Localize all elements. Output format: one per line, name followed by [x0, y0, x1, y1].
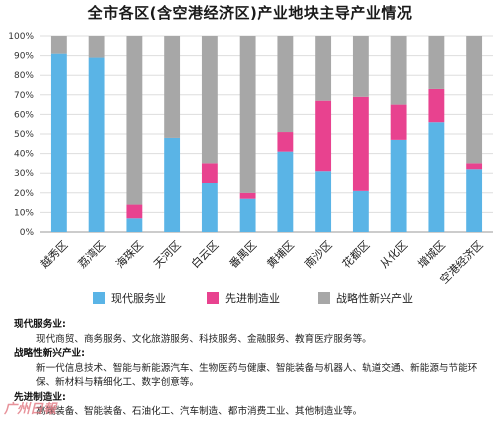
note-body: 高端装备、智能装备、石油化工、汽车制造、都市消费工业、其他制造业等。	[36, 406, 363, 417]
note-heading: 先进制造业:	[14, 391, 66, 403]
bar-segment-emerging	[352, 36, 369, 97]
bar-segment-emerging	[164, 36, 181, 138]
note-heading: 战略性新兴产业:	[14, 348, 85, 359]
industry-notes: 现代服务业: 现代商贸、商务服务、文化旅游服务、科技服务、金融服务、教育医疗服务…	[14, 318, 492, 420]
bar-segment-emerging	[126, 36, 143, 205]
bar-segment-emerging	[428, 36, 445, 89]
y-tick-label: 10%	[14, 208, 34, 218]
bar-segment-modern-service	[126, 218, 143, 232]
bar-segment-emerging	[315, 36, 332, 101]
bar-segment-emerging	[466, 36, 483, 164]
bar-segment-emerging	[50, 36, 67, 54]
legend-swatch	[207, 292, 219, 304]
note-modern-service: 现代服务业: 现代商贸、商务服务、文化旅游服务、科技服务、金融服务、教育医疗服务…	[14, 318, 492, 347]
x-tick-label: 花都区	[340, 238, 373, 271]
x-tick-label: 南沙区	[302, 238, 335, 271]
note-advanced-manufacturing: 先进制造业: 高端装备、智能装备、石油化工、汽车制造、都市消费工业、其他制造业等…	[14, 391, 492, 420]
bar-segment-advanced-manufacturing	[352, 96, 369, 191]
x-tick-label: 增城区	[415, 238, 448, 271]
note-body: 新一代信息技术、智能与新能源汽车、生物医药与健康、智能装备与机器人、轨道交通、新…	[36, 362, 478, 389]
bar-segment-advanced-manufacturing	[390, 104, 407, 140]
bar-segment-modern-service	[428, 122, 445, 232]
legend-swatch	[93, 292, 105, 304]
bar-segment-modern-service	[88, 57, 105, 233]
x-tick-label: 白云区	[188, 238, 221, 271]
y-tick-label: 80%	[14, 71, 34, 81]
y-tick-label: 60%	[14, 110, 34, 120]
legend-swatch	[318, 292, 330, 304]
y-tick-label: 40%	[14, 150, 34, 160]
y-tick-label: 30%	[14, 169, 34, 179]
y-tick-label: 70%	[14, 91, 34, 101]
x-tick-label: 番禺区	[227, 238, 260, 271]
bar-segment-emerging	[390, 36, 407, 105]
x-tick-label: 从化区	[377, 238, 410, 271]
bar-segment-modern-service	[277, 151, 294, 232]
y-tick-label: 90%	[14, 52, 34, 62]
x-tick-label: 越秀区	[37, 238, 70, 271]
bar-segment-modern-service	[164, 137, 181, 232]
bar-segment-advanced-manufacturing	[201, 163, 218, 183]
stacked-bar-chart: 0% 10% 20% 30% 40% 50% 60% 70% 80% 90% 100% 越秀区 荔湾区海…	[8, 32, 493, 305]
bar-segment-advanced-manufacturing	[239, 192, 256, 199]
bar-segment-advanced-manufacturing	[277, 132, 294, 152]
bar-segment-emerging	[88, 36, 105, 58]
y-tick-label: 20%	[14, 189, 34, 199]
note-emerging-industry: 战略性新兴产业: 新一代信息技术、智能与新能源汽车、生物医药与健康、智能装备与机…	[14, 347, 492, 391]
x-tick-label: 荔湾区	[75, 238, 108, 271]
y-tick-label: 50%	[14, 130, 34, 140]
bar-segment-modern-service	[466, 169, 483, 232]
bar-segment-advanced-manufacturing	[428, 88, 445, 123]
note-heading: 现代服务业:	[14, 319, 66, 330]
bar-segment-modern-service	[201, 183, 218, 232]
legend-label: 现代服务业	[111, 292, 166, 305]
bar-segment-emerging	[277, 36, 294, 133]
bar-segment-advanced-manufacturing	[126, 204, 143, 219]
x-tick-label: 天河区	[151, 238, 184, 271]
bar-segment-modern-service	[352, 190, 369, 232]
note-body: 现代商贸、商务服务、文化旅游服务、科技服务、金融服务、教育医疗服务等。	[36, 333, 372, 345]
legend-label: 战略性新兴产业	[336, 291, 413, 305]
y-tick-label: 0%	[20, 228, 35, 238]
bar-segment-modern-service	[315, 171, 332, 232]
bar-segment-advanced-manufacturing	[315, 100, 332, 172]
chart-title: 全市各区(含空港经济区)产业地块主导产业情况	[87, 4, 413, 22]
x-tick-label: 海珠区	[113, 238, 146, 271]
y-tick-label: 100%	[8, 32, 34, 42]
bar-segment-advanced-manufacturing	[466, 163, 483, 170]
bar-segment-modern-service	[50, 53, 67, 232]
bar-segment-modern-service	[390, 139, 407, 232]
x-tick-label: 黄埔区	[264, 238, 297, 271]
bar-segment-emerging	[239, 36, 256, 193]
bar-segment-emerging	[201, 36, 218, 164]
newspaper-logo: 广州日報	[4, 402, 57, 417]
bar-segment-modern-service	[239, 198, 256, 232]
legend-label: 先进制造业	[225, 291, 280, 305]
